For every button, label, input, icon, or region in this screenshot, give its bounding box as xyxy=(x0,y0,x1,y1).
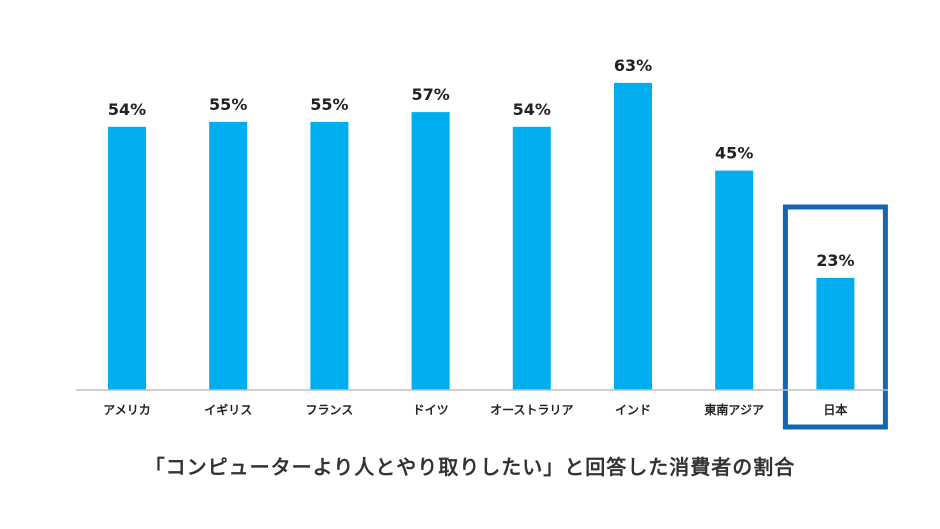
category-label-7: 東南アジア xyxy=(704,402,764,417)
value-label-1: 54% xyxy=(108,100,146,119)
bar-7 xyxy=(715,170,754,390)
value-label-5: 54% xyxy=(513,100,551,119)
category-label-6: インド xyxy=(615,403,651,417)
bar-5 xyxy=(512,126,551,391)
value-label-7: 45% xyxy=(715,144,753,163)
bar-3 xyxy=(310,121,349,391)
category-label-1: アメリカ xyxy=(103,403,150,417)
value-label-2: 55% xyxy=(209,95,247,114)
chart-title: 「コンピューターより人とやり取りしたい」と回答した消費者の割合 xyxy=(144,455,796,479)
category-label-8: 日本 xyxy=(823,402,847,417)
value-label-6: 63% xyxy=(614,56,652,75)
bar-1 xyxy=(108,126,146,391)
value-label-3: 55% xyxy=(310,95,348,114)
bar-6 xyxy=(614,82,652,391)
bar-4 xyxy=(411,112,450,390)
value-label-8: 23% xyxy=(816,251,854,270)
bar-8 xyxy=(816,277,855,390)
highlight-frame xyxy=(782,204,888,430)
category-label-3: フランス xyxy=(306,403,354,417)
value-label-4: 57% xyxy=(411,85,449,104)
bar-2 xyxy=(209,121,248,391)
category-label-5: オーストラリア xyxy=(490,403,573,417)
category-label-2: イギリス xyxy=(204,402,252,417)
category-label-4: ドイツ xyxy=(413,403,449,417)
